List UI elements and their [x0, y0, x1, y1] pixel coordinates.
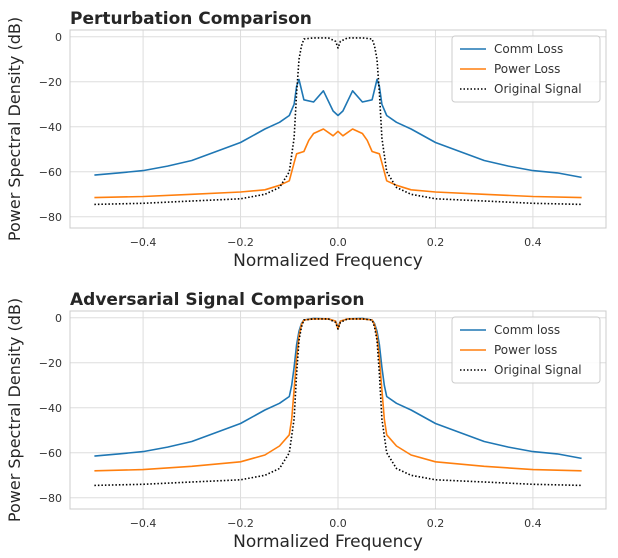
- x-tick-label: 0.2: [427, 517, 445, 530]
- y-tick-label: 0: [55, 312, 62, 325]
- y-tick-label: −80: [39, 211, 62, 224]
- chart-2: −0.4 −0.2 0.0 0.2 0.4 0 −20 −40 −60 −80 Adversaria…: [5, 290, 607, 552]
- series-line-comm-loss: [94, 78, 582, 179]
- legend-box: [451, 316, 601, 384]
- legend-label: Comm loss: [494, 323, 560, 337]
- y-tick-label: 0: [55, 31, 62, 44]
- x-tick-label: 0.4: [524, 517, 542, 530]
- x-axis-label: Normalized Frequency: [233, 532, 423, 552]
- legend: Comm Loss Power Loss Original Signal: [451, 35, 601, 103]
- series-line-original-signal: [94, 37, 582, 206]
- plot-frame: [69, 310, 607, 510]
- legend-label: Original Signal: [494, 363, 582, 377]
- x-tick-label: −0.4: [130, 517, 157, 530]
- y-tick-label: −20: [39, 76, 62, 89]
- legend-label: Comm Loss: [494, 42, 563, 56]
- legend-label: Power loss: [494, 343, 557, 357]
- x-tick-label: 0.4: [524, 236, 542, 249]
- x-tick-label: −0.4: [130, 236, 157, 249]
- x-tick-label: −0.2: [227, 517, 254, 530]
- y-tick-label: −80: [39, 492, 62, 505]
- y-tick-label: −60: [39, 166, 62, 179]
- y-axis-label: Power Spectral Density (dB): [5, 17, 24, 241]
- chart-title: Perturbation Comparison: [70, 9, 312, 29]
- legend-label: Original Signal: [494, 82, 582, 96]
- chart-1: −0.4 −0.2 0.0 0.2 0.4 0 −20 −40 −60 −80 Perturbati…: [5, 9, 607, 271]
- legend-label: Power Loss: [494, 62, 560, 76]
- y-tick-label: −20: [39, 357, 62, 370]
- x-axis-label: Normalized Frequency: [233, 251, 423, 271]
- x-tick-label: 0.0: [329, 236, 347, 249]
- y-tick-label: −40: [39, 402, 62, 415]
- y-tick-label: −60: [39, 447, 62, 460]
- y-tick-label: −40: [39, 121, 62, 134]
- series-line-power-loss: [94, 128, 582, 199]
- x-tick-label: 0.2: [427, 236, 445, 249]
- chart-title: Adversarial Signal Comparison: [70, 290, 365, 310]
- x-tick-label: −0.2: [227, 236, 254, 249]
- legend-box: [451, 35, 601, 103]
- series-line-original-signal: [94, 318, 582, 487]
- legend: Comm loss Power loss Original Signal: [451, 316, 601, 384]
- y-axis-label: Power Spectral Density (dB): [5, 298, 24, 522]
- x-tick-label: 0.0: [329, 517, 347, 530]
- plot-frame: [69, 29, 607, 229]
